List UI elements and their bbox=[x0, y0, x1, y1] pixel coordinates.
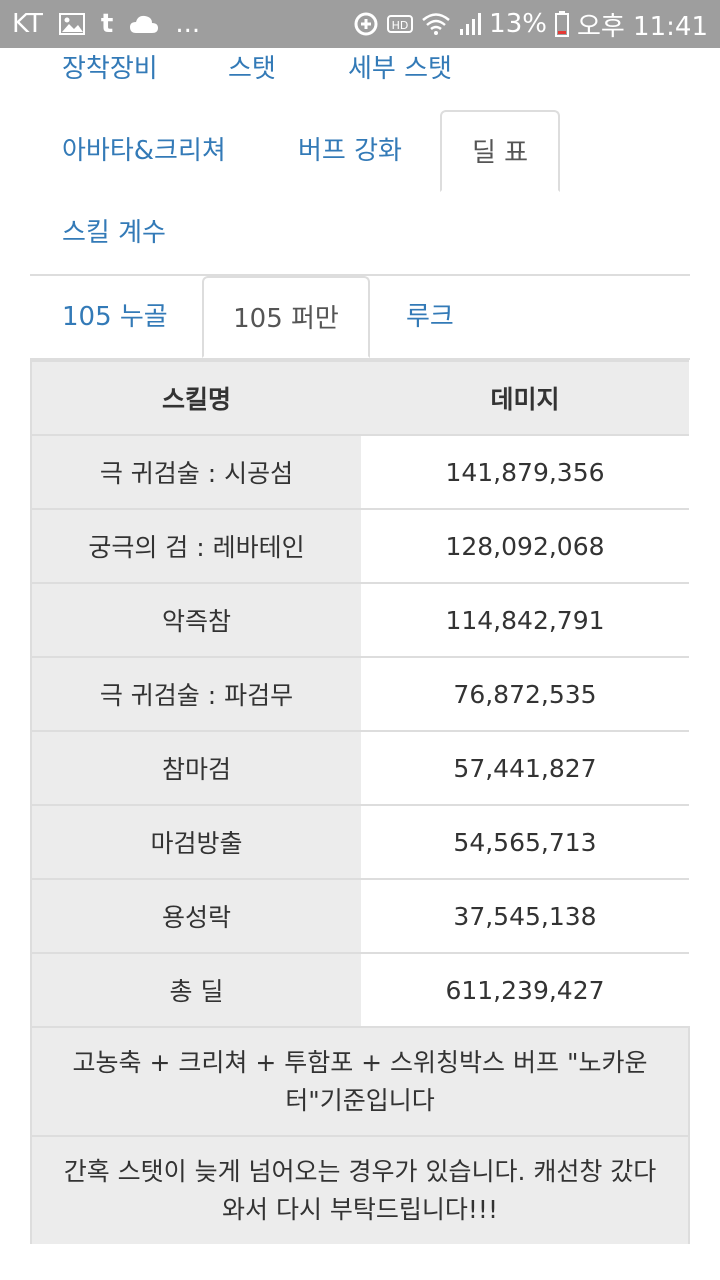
wifi-icon bbox=[421, 12, 451, 36]
table-row: 극 귀검술 : 시공섬 141,879,356 bbox=[30, 434, 689, 509]
tab-detail-stats[interactable]: 세부 스탯 bbox=[348, 54, 452, 84]
table-row: 극 귀검술 : 파검무 76,872,535 bbox=[30, 656, 689, 731]
more-notifications: ... bbox=[175, 9, 201, 39]
skill-name: 용성락 bbox=[30, 878, 361, 953]
note-buff-basis: 고농축 + 크리쳐 + 투함포 + 스위칭박스 버프 "노카운터"기준입니다 bbox=[30, 1026, 690, 1136]
damage-value: 76,872,535 bbox=[361, 656, 689, 731]
skill-name: 참마검 bbox=[30, 730, 361, 805]
damage-value: 114,842,791 bbox=[361, 582, 689, 657]
skill-name: 악즉참 bbox=[30, 582, 361, 657]
status-bar: KT t ... HD 13% 오후 11:41 bbox=[0, 0, 720, 48]
data-saver-icon bbox=[353, 11, 379, 37]
damage-value: 37,545,138 bbox=[361, 878, 689, 953]
primary-tabs: 장착장비 스탯 세부 스탯 아바타&크리쳐 버프 강화 딜 표 스킬 계수 bbox=[30, 48, 690, 276]
header-damage: 데미지 bbox=[361, 360, 689, 435]
damage-value: 57,441,827 bbox=[361, 730, 689, 805]
total-label: 총 딜 bbox=[30, 952, 361, 1027]
battery-icon bbox=[554, 11, 569, 37]
table-row: 궁극의 검 : 레바테인 128,092,068 bbox=[30, 508, 689, 583]
total-value: 611,239,427 bbox=[361, 952, 689, 1027]
table-header: 스킬명 데미지 bbox=[30, 360, 689, 435]
header-skill-name: 스킬명 bbox=[30, 360, 361, 435]
tab-luke[interactable]: 루크 bbox=[406, 302, 454, 332]
skill-name: 마검방출 bbox=[30, 804, 361, 879]
image-icon bbox=[58, 13, 85, 35]
note-row: 고농축 + 크리쳐 + 투함포 + 스위칭박스 버프 "노카운터"기준입니다 bbox=[30, 1026, 690, 1136]
cloud-icon bbox=[129, 14, 159, 34]
skill-name: 극 귀검술 : 파검무 bbox=[30, 656, 361, 731]
skill-name: 극 귀검술 : 시공섬 bbox=[30, 434, 361, 509]
svg-text:HD: HD bbox=[392, 19, 409, 32]
note-stat-delay: 간혹 스탯이 늦게 넘어오는 경우가 있습니다. 캐선창 갔다와서 다시 부탁드… bbox=[30, 1135, 690, 1244]
table-row: 마검방출 54,565,713 bbox=[30, 804, 689, 879]
tab-equipment[interactable]: 장착장비 bbox=[62, 54, 158, 84]
tab-105-nugol[interactable]: 105 누골 bbox=[62, 302, 168, 332]
tab-stats[interactable]: 스탯 bbox=[228, 54, 276, 84]
battery-percent: 13% bbox=[489, 9, 547, 39]
clock: 오후 11:41 bbox=[576, 11, 708, 42]
note-row: 간혹 스탯이 늦게 넘어오는 경우가 있습니다. 캐선창 갔다와서 다시 부탁드… bbox=[30, 1135, 690, 1244]
signal-icon bbox=[459, 12, 482, 36]
tab-damage-table[interactable]: 딜 표 bbox=[440, 110, 560, 192]
damage-table: 스킬명 데미지 극 귀검술 : 시공섬 141,879,356 궁극의 검 : … bbox=[30, 360, 690, 1244]
table-row: 참마검 57,441,827 bbox=[30, 730, 689, 805]
tab-buff-enhance[interactable]: 버프 강화 bbox=[298, 136, 402, 166]
damage-value: 141,879,356 bbox=[361, 434, 689, 509]
tab-skill-coefficient[interactable]: 스킬 계수 bbox=[62, 218, 166, 248]
tumblr-icon: t bbox=[100, 9, 114, 39]
tab-105-perman[interactable]: 105 퍼만 bbox=[202, 276, 370, 358]
damage-value: 54,565,713 bbox=[361, 804, 689, 879]
secondary-tabs: 105 누골 105 퍼만 루크 bbox=[30, 276, 690, 360]
carrier-label: KT bbox=[12, 9, 43, 39]
table-row: 악즉참 114,842,791 bbox=[30, 582, 689, 657]
table-row: 용성락 37,545,138 bbox=[30, 878, 689, 953]
damage-value: 128,092,068 bbox=[361, 508, 689, 583]
skill-name: 궁극의 검 : 레바테인 bbox=[30, 508, 361, 583]
tab-avatar-creature[interactable]: 아바타&크리쳐 bbox=[62, 136, 226, 166]
hd-icon: HD bbox=[387, 14, 414, 34]
table-row-total: 총 딜 611,239,427 bbox=[30, 952, 689, 1027]
